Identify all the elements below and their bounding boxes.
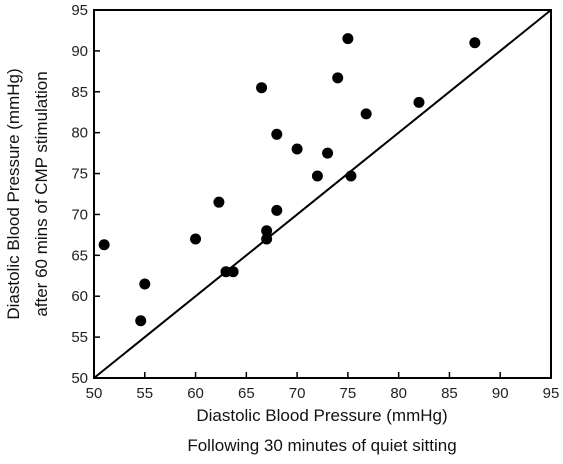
x-tick-label: 95 (543, 385, 560, 402)
y-tick-label: 90 (71, 43, 88, 60)
x-tick-label: 80 (390, 385, 407, 402)
x-axis-title-line-2: Following 30 minutes of quiet sitting (187, 436, 456, 455)
data-point (261, 233, 273, 245)
data-point (469, 37, 481, 49)
data-point (98, 239, 110, 251)
x-tick-label: 65 (238, 385, 255, 402)
data-point (332, 72, 344, 84)
data-point (345, 170, 357, 182)
y-tick-label: 55 (71, 329, 88, 346)
y-tick-label: 95 (71, 2, 88, 19)
data-point (261, 225, 273, 237)
y-tick-label: 75 (71, 166, 88, 183)
data-point (190, 233, 202, 245)
y-tick-label: 65 (71, 247, 88, 264)
data-point (213, 196, 225, 208)
identity-reference-line (93, 9, 552, 379)
y-axis-title-line-1: Diastolic Blood Pressure (mmHg) (4, 68, 23, 319)
data-point (135, 315, 147, 327)
y-tick-label: 50 (71, 370, 88, 387)
x-tick-label: 90 (492, 385, 509, 402)
x-tick-label: 85 (441, 385, 458, 402)
x-tick-label: 55 (136, 385, 153, 402)
data-point (322, 147, 334, 159)
x-axis-title-line-1: Diastolic Blood Pressure (mmHg) (196, 406, 447, 425)
data-point (271, 128, 283, 140)
data-point (311, 170, 323, 182)
y-tick-label: 85 (71, 84, 88, 101)
x-tick-label: 70 (289, 385, 306, 402)
data-point (227, 266, 239, 278)
data-point (271, 204, 283, 216)
x-tick-label: 75 (340, 385, 357, 402)
plot-frame (93, 9, 552, 379)
data-point (256, 82, 268, 94)
y-tick-label: 60 (71, 288, 88, 305)
data-point (139, 278, 151, 290)
data-point (360, 108, 372, 120)
data-point (342, 33, 354, 45)
y-tick-label: 70 (71, 206, 88, 223)
data-point (291, 143, 303, 155)
data-point (413, 96, 425, 108)
y-axis-title-line-2: after 60 mins of CMP stimulation (32, 71, 51, 316)
x-tick-label: 60 (187, 385, 204, 402)
y-tick-label: 80 (71, 125, 88, 142)
x-tick-label: 50 (86, 385, 103, 402)
